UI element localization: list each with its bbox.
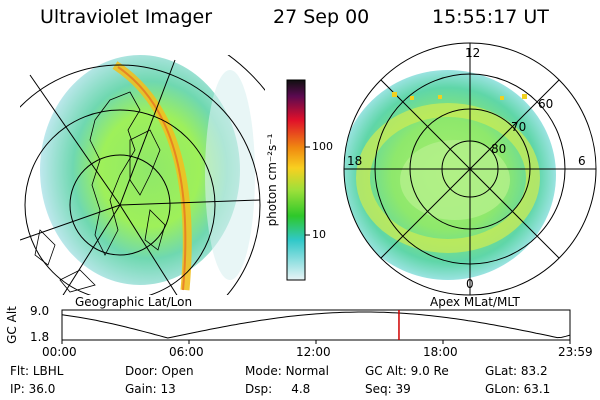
filter-label: Flt: [10, 364, 29, 378]
time-label: 15:55:17 UT [432, 6, 549, 28]
colorbar-tick-100: 100 [312, 140, 333, 153]
geo-grid [20, 55, 265, 295]
gc-alt-label: GC Alt: [365, 364, 407, 378]
altitude-x-ticks [61, 340, 571, 344]
glon-info: GLon: 63.1 [485, 382, 550, 396]
altitude-ytick-min: 1.8 [30, 330, 50, 344]
polar-auroral-oval [356, 103, 540, 253]
mlat-label-80: 80 [491, 142, 507, 156]
filter-value: LBHL [32, 364, 64, 378]
door-info: Door: Open [125, 364, 194, 378]
altitude-xtick-2359: 23:59 [558, 345, 593, 359]
altitude-ytick-max: 9.0 [30, 304, 50, 318]
dsp-label: Dsp: [245, 382, 273, 396]
polar-grid [343, 42, 597, 296]
instrument-title: Ultraviolet Imager [40, 6, 213, 28]
glat-value: 83.2 [520, 364, 548, 378]
mode-label: Mode: [245, 364, 282, 378]
ip-info: IP: 36.0 [10, 382, 55, 396]
altitude-ylabel: GC Alt [5, 306, 19, 344]
gc-alt-info: GC Alt: 9.0 Re [365, 364, 449, 378]
seq-label: Seq: [365, 382, 392, 396]
filter-info: Flt: LBHL [10, 364, 63, 378]
colorbar-tick-10: 10 [312, 228, 326, 241]
altitude-curve [61, 311, 571, 339]
polar-dayside-spots [392, 92, 527, 100]
altitude-xtick-0000: 00:00 [42, 345, 77, 359]
geographic-caption: Geographic Lat/Lon [75, 295, 193, 309]
seq-info: Seq: 39 [365, 382, 411, 396]
mlt-label-6: 6 [578, 154, 586, 168]
door-label: Door: [125, 364, 158, 378]
dsp-value: 4.8 [291, 382, 311, 396]
gain-info: Gain: 13 [125, 382, 176, 396]
mlt-label-0: 0 [466, 277, 474, 291]
mlt-label-12: 12 [465, 46, 481, 60]
date-label: 27 Sep 00 [273, 6, 370, 28]
glat-info: GLat: 83.2 [485, 364, 548, 378]
seq-value: 39 [395, 382, 411, 396]
dsp-info: Dsp: 4.8 [245, 382, 310, 396]
glat-label: GLat: [485, 364, 518, 378]
gain-label: Gain: [125, 382, 157, 396]
gain-value: 13 [160, 382, 176, 396]
altitude-xtick-1800: 18:00 [423, 345, 458, 359]
altitude-xtick-1200: 12:00 [296, 345, 331, 359]
altitude-xtick-0600: 06:00 [169, 345, 204, 359]
mode-value: Normal [285, 364, 329, 378]
geo-coastlines [34, 91, 166, 293]
mlat-label-60: 60 [538, 97, 554, 111]
mlat-label-70: 70 [511, 120, 527, 134]
colorbar-axis-label: photon cm⁻²s⁻¹ [265, 133, 279, 227]
glon-value: 63.1 [523, 382, 551, 396]
door-value: Open [161, 364, 194, 378]
geographic-panel [20, 55, 265, 295]
polar-caption: Apex MLat/MLT [430, 295, 520, 309]
colorbar-ticks [305, 146, 310, 236]
gc-alt-value: 9.0 Re [410, 364, 449, 378]
ip-value: 36.0 [28, 382, 56, 396]
colorbar [286, 79, 306, 281]
mode-info: Mode: Normal [245, 364, 329, 378]
polar-panel [343, 42, 597, 296]
ip-label: IP: [10, 382, 25, 396]
glon-label: GLon: [485, 382, 520, 396]
mlt-label-18: 18 [347, 154, 363, 168]
